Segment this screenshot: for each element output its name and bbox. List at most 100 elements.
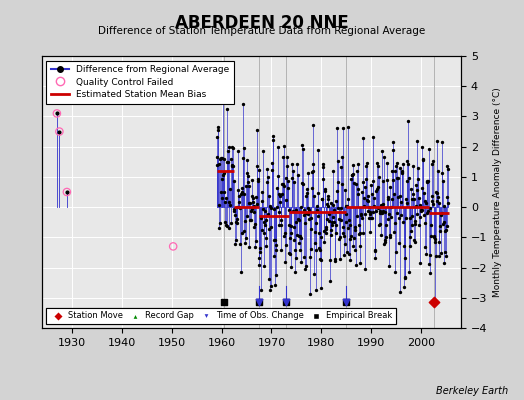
Point — [339, 125, 347, 132]
Point — [260, 222, 269, 228]
Point — [379, 201, 388, 208]
Point — [430, 239, 439, 245]
Point — [285, 222, 293, 228]
Point — [344, 124, 353, 130]
Point — [424, 208, 432, 214]
Point — [359, 135, 367, 142]
Point — [336, 204, 345, 211]
Point — [347, 233, 355, 239]
Point — [350, 180, 358, 186]
Point — [328, 219, 336, 225]
Point — [301, 262, 310, 269]
Point — [408, 222, 416, 228]
Point — [424, 146, 433, 152]
Point — [302, 210, 310, 216]
Point — [401, 274, 409, 280]
Point — [321, 230, 330, 237]
Point — [383, 160, 391, 167]
Point — [220, 188, 228, 195]
Point — [403, 178, 411, 184]
Point — [272, 241, 281, 248]
Point — [293, 232, 301, 238]
Point — [214, 127, 223, 133]
Point — [247, 177, 256, 183]
Point — [439, 178, 447, 184]
Point — [256, 245, 264, 252]
Point — [381, 209, 390, 216]
Point — [277, 222, 285, 228]
Point — [331, 256, 340, 263]
Point — [237, 229, 246, 236]
Point — [235, 199, 244, 206]
Point — [280, 183, 288, 189]
Point — [277, 217, 286, 223]
Point — [440, 218, 448, 225]
Point — [299, 180, 307, 187]
Point — [383, 176, 391, 183]
Point — [238, 189, 247, 196]
Point — [252, 238, 260, 244]
Point — [319, 176, 328, 182]
Point — [351, 227, 359, 233]
Point — [242, 235, 250, 242]
Point — [427, 221, 435, 228]
Point — [365, 208, 374, 215]
Point — [422, 200, 430, 206]
Point — [354, 191, 363, 197]
Point — [422, 251, 430, 257]
Point — [390, 229, 398, 235]
Point — [352, 181, 361, 187]
Point — [275, 191, 283, 197]
Point — [342, 299, 351, 306]
Point — [369, 134, 377, 140]
Point — [256, 248, 265, 255]
Point — [378, 148, 386, 155]
Point — [289, 168, 297, 174]
Point — [254, 177, 263, 184]
Point — [311, 240, 319, 246]
Point — [284, 184, 292, 191]
Point — [55, 128, 63, 135]
Point — [421, 220, 430, 226]
Point — [319, 161, 328, 167]
Point — [250, 243, 259, 250]
Point — [309, 160, 317, 167]
Point — [392, 160, 401, 166]
Point — [219, 172, 227, 178]
Point — [376, 221, 384, 228]
Point — [398, 170, 406, 176]
Point — [313, 203, 321, 210]
Point — [352, 262, 360, 268]
Point — [306, 254, 314, 261]
Point — [329, 168, 337, 175]
Point — [381, 239, 389, 245]
Point — [434, 168, 442, 174]
Point — [406, 215, 414, 222]
Point — [409, 191, 418, 197]
Point — [296, 233, 304, 240]
Point — [289, 179, 298, 185]
Point — [285, 207, 293, 213]
Point — [255, 254, 263, 261]
Point — [442, 253, 450, 259]
Point — [281, 174, 290, 181]
Point — [317, 234, 325, 240]
Point — [257, 215, 265, 222]
Point — [254, 176, 262, 183]
Point — [385, 211, 393, 217]
Point — [263, 179, 271, 185]
Point — [394, 174, 402, 181]
Point — [385, 263, 394, 270]
Point — [271, 272, 280, 278]
Point — [248, 206, 256, 212]
Point — [387, 204, 396, 210]
Point — [228, 162, 236, 168]
Point — [358, 188, 366, 195]
Text: Difference of Station Temperature Data from Regional Average: Difference of Station Temperature Data f… — [99, 26, 425, 36]
Legend: Station Move, Record Gap, Time of Obs. Change, Empirical Break: Station Move, Record Gap, Time of Obs. C… — [46, 308, 396, 324]
Point — [356, 243, 364, 250]
Point — [396, 165, 404, 172]
Point — [334, 178, 342, 185]
Point — [297, 258, 305, 265]
Point — [264, 174, 272, 180]
